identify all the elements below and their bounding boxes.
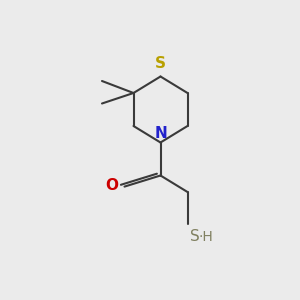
Text: O: O [105,178,118,193]
Text: S: S [190,229,200,244]
Text: N: N [154,126,167,141]
Text: S: S [155,56,166,71]
Text: ·H: ·H [199,230,214,244]
